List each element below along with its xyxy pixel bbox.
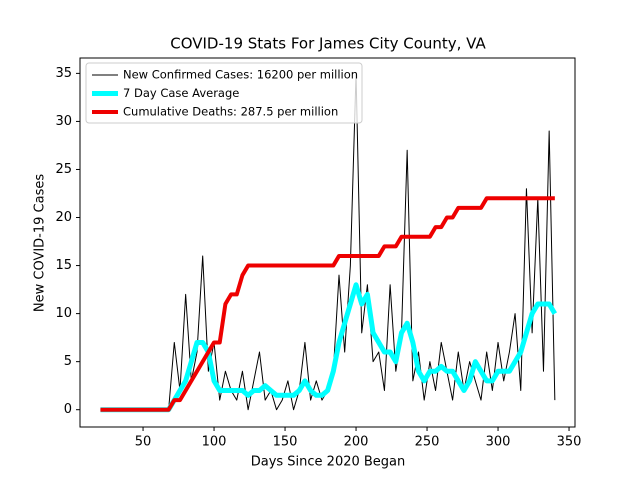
legend-label: New Confirmed Cases: 16200 per million	[123, 68, 358, 82]
series-line	[100, 196, 555, 412]
y-axis-label: New COVID-19 Cases	[33, 174, 48, 312]
x-axis-label: Days Since 2020 Began	[251, 455, 406, 470]
y-tick-label: 20	[55, 210, 72, 225]
y-tick-label: 30	[55, 114, 72, 129]
legend-label: Cumulative Deaths: 287.5 per million	[123, 105, 338, 119]
x-tick-label: 200	[344, 435, 369, 450]
x-tick-label: 100	[202, 435, 227, 450]
series-line	[100, 282, 557, 413]
y-tick-label: 25	[55, 162, 72, 177]
plot-frame	[79, 57, 576, 428]
y-tick-label: 35	[55, 66, 72, 81]
x-tick-label: 300	[486, 435, 511, 450]
series-line	[100, 72, 556, 411]
x-tick-label: 250	[415, 435, 440, 450]
y-tick-label: 15	[55, 258, 72, 273]
y-tick-label: 10	[55, 306, 72, 321]
legend-box	[85, 62, 363, 124]
y-tick-label: 5	[64, 354, 72, 369]
x-tick-label: 350	[557, 435, 582, 450]
x-tick-label: 50	[135, 435, 152, 450]
legend: New Confirmed Cases: 16200 per million 7 …	[85, 62, 363, 124]
x-tick-label: 150	[273, 435, 298, 450]
y-tick-label: 0	[64, 402, 72, 417]
legend-label: 7 Day Case Average	[123, 86, 239, 100]
chart-title: COVID-19 Stats For James City County, VA	[170, 35, 486, 53]
